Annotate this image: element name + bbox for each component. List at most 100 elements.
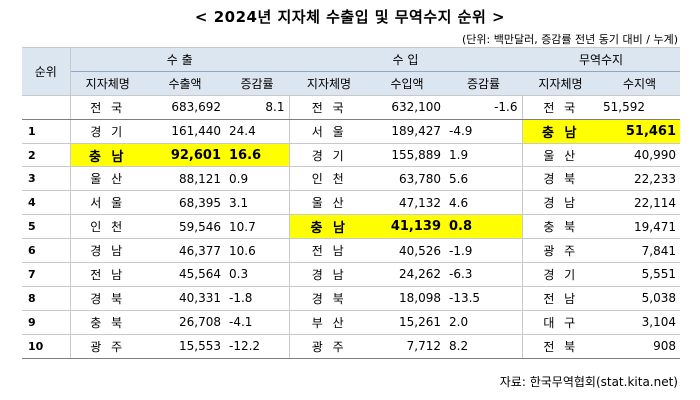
export-region-cell: 경 북	[70, 285, 145, 311]
balance-amount-cell: 5,551	[599, 262, 681, 287]
export-region-header: 지자체명	[70, 70, 145, 96]
rank-cell: 10	[22, 333, 71, 359]
table-row: 8 경 북 40,331 -1.8 경 북 18,098 -13.5 전 남 5…	[22, 285, 681, 311]
rank-cell: 9	[22, 309, 71, 335]
import-rate-header: 증감률	[445, 70, 523, 96]
export-amount-cell: 88,121	[145, 166, 225, 192]
balance-group-header: 무역수지	[522, 47, 681, 72]
import-region-cell: 광 주	[289, 333, 369, 359]
import-rate-cell: -13.5	[445, 285, 523, 311]
balance-amount-cell: 51,592	[599, 94, 681, 120]
import-amount-cell: 63,780	[369, 166, 445, 192]
table-row: 6 경 남 46,377 10.6 전 남 40,526 -1.9 광 주 7,…	[22, 238, 681, 264]
export-region-cell: 경 남	[70, 238, 145, 264]
table-row: 7 전 남 45,564 0.3 경 남 24,262 -6.3 경 기 5,5…	[22, 262, 681, 287]
export-amount-cell-highlighted: 92,601	[145, 142, 225, 168]
import-region-cell: 부 산	[289, 309, 369, 335]
balance-region-cell-highlighted: 충 남	[522, 118, 600, 144]
rank-cell	[22, 94, 71, 120]
balance-amount-cell: 7,841	[599, 238, 681, 264]
balance-region-header: 지자체명	[522, 70, 600, 96]
import-region-cell: 경 북	[289, 285, 369, 311]
balance-region-cell: 대 구	[522, 309, 600, 335]
table-row: 9 충 북 26,708 -4.1 부 산 15,261 2.0 대 구 3,1…	[22, 309, 681, 335]
page-title: < 2024년 지자체 수출입 및 무역수지 순위 >	[194, 8, 506, 26]
export-region-cell: 전 남	[70, 262, 145, 287]
balance-amount-cell: 40,990	[599, 142, 681, 168]
export-amount-cell: 45,564	[145, 262, 225, 287]
export-region-cell-highlighted: 충 남	[70, 142, 145, 168]
header-row-columns: 지자체명 수출액 증감률 지자체명 수입액 증감률 지자체명 수지액	[22, 70, 681, 96]
export-region-cell: 전 국	[70, 94, 145, 120]
export-rate-cell: 10.6	[225, 238, 290, 264]
table-row: 5 인 천 59,546 10.7 충 남 41,139 0.8 충 북 19,…	[22, 214, 681, 240]
balance-amount-cell-highlighted: 51,461	[599, 118, 681, 144]
import-rate-cell: -4.9	[445, 118, 523, 144]
rank-cell: 8	[22, 285, 71, 311]
import-amount-cell: 40,526	[369, 238, 445, 264]
balance-region-cell: 전 남	[522, 285, 600, 311]
unit-note: (단위: 백만달러, 증감률 전년 동기 대비 / 누계)	[461, 33, 678, 46]
balance-region-cell: 경 기	[522, 262, 600, 287]
export-amount-cell: 46,377	[145, 238, 225, 264]
balance-region-cell: 경 북	[522, 166, 600, 192]
table-row-total: 전 국 683,692 8.1 전 국 632,100 -1.6 전 국 51,…	[22, 94, 681, 120]
rank-cell: 7	[22, 262, 71, 287]
balance-amount-cell: 19,471	[599, 214, 681, 240]
import-amount-cell: 15,261	[369, 309, 445, 335]
export-rate-cell: 0.9	[225, 166, 290, 192]
table-row: 3 울 산 88,121 0.9 인 천 63,780 5.6 경 북 22,2…	[22, 166, 681, 192]
header-row-groups: 순위 수 출 수 입 무역수지	[22, 47, 681, 96]
import-region-cell: 서 울	[289, 118, 369, 144]
import-rate-cell: 8.2	[445, 333, 523, 359]
import-rate-cell: 2.0	[445, 309, 523, 335]
table-row: 1 경 기 161,440 24.4 서 울 189,427 -4.9 충 남 …	[22, 118, 681, 144]
export-amount-cell: 26,708	[145, 309, 225, 335]
import-rate-cell: 1.9	[445, 142, 523, 168]
import-region-cell: 경 기	[289, 142, 369, 168]
export-rate-cell: -1.8	[225, 285, 290, 311]
export-group-header: 수 출	[70, 47, 289, 72]
import-rate-cell: -1.6	[445, 94, 523, 120]
export-rate-cell: 10.7	[225, 214, 290, 240]
export-rate-cell-highlighted: 16.6	[225, 142, 290, 168]
rank-cell: 4	[22, 190, 71, 216]
import-rate-cell: -6.3	[445, 262, 523, 287]
export-region-cell: 울 산	[70, 166, 145, 192]
import-region-header: 지자체명	[289, 70, 369, 96]
balance-region-cell: 전 국	[522, 94, 600, 120]
balance-amount-cell: 22,114	[599, 190, 681, 216]
export-rate-cell: 8.1	[225, 94, 290, 120]
balance-region-cell: 울 산	[522, 142, 600, 168]
export-amount-cell: 59,546	[145, 214, 225, 240]
import-region-cell: 전 남	[289, 238, 369, 264]
table-row: 4 서 울 68,395 3.1 울 산 47,132 4.6 경 남 22,1…	[22, 190, 681, 216]
balance-amount-cell: 5,038	[599, 285, 681, 311]
export-amount-cell: 68,395	[145, 190, 225, 216]
export-amount-header: 수출액	[145, 70, 225, 96]
rank-cell: 6	[22, 238, 71, 264]
rank-cell: 3	[22, 166, 71, 192]
balance-amount-header: 수지액	[599, 70, 681, 96]
rank-cell: 2	[22, 142, 71, 168]
import-rate-cell: 4.6	[445, 190, 523, 216]
export-rate-cell: 24.4	[225, 118, 290, 144]
import-rate-cell: 5.6	[445, 166, 523, 192]
export-region-cell: 광 주	[70, 333, 145, 359]
balance-amount-cell: 3,104	[599, 309, 681, 335]
import-group-header: 수 입	[289, 47, 523, 72]
import-amount-cell: 189,427	[369, 118, 445, 144]
export-region-cell: 경 기	[70, 118, 145, 144]
export-rate-cell: 3.1	[225, 190, 290, 216]
import-amount-header: 수입액	[369, 70, 445, 96]
export-amount-cell: 683,692	[145, 94, 225, 120]
import-amount-cell: 18,098	[369, 285, 445, 311]
export-region-cell: 충 북	[70, 309, 145, 335]
import-amount-cell: 24,262	[369, 262, 445, 287]
balance-region-cell: 광 주	[522, 238, 600, 264]
import-amount-cell: 47,132	[369, 190, 445, 216]
import-region-cell: 경 남	[289, 262, 369, 287]
import-amount-cell: 632,100	[369, 94, 445, 120]
export-rate-cell: -4.1	[225, 309, 290, 335]
